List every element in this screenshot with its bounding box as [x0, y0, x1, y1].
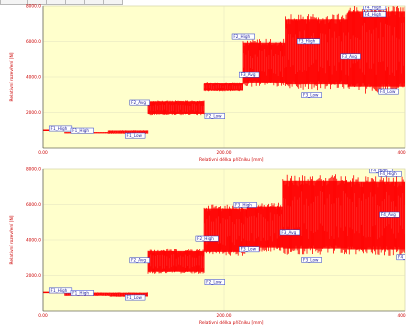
y-tick-label: 4000.0: [26, 75, 41, 81]
annotation-label: F4_High: [365, 12, 382, 17]
annotation-layer: F1_High F1_High F1_Low F2_Avg F2_Low F2_High F…: [48, 5, 399, 139]
annotation-label: F3_High: [235, 202, 252, 207]
series-line: [203, 82, 243, 92]
annotation-box: [231, 33, 255, 40]
annotation-box: [379, 211, 400, 218]
series-texture: [204, 84, 242, 90]
annotation-label: F1_Low: [127, 133, 143, 138]
x-tick-label: 400.00: [397, 150, 406, 156]
toolbar-tab[interactable]: [103, 0, 123, 5]
series-texture: [347, 191, 405, 240]
annotation-box: [125, 294, 146, 301]
annotation-label: F4_High: [371, 168, 388, 173]
data-series: [43, 174, 405, 297]
y-tick-label: 2000.0: [26, 273, 41, 279]
y-axis-title: Relativní rozevření [N]: [8, 52, 15, 101]
y-tick-label: 2000.0: [26, 110, 41, 116]
annotation-box: [340, 53, 361, 60]
chart-panel: F1_High F1_High F1_Low F2_Avg F2_Low F2_High F…: [8, 167, 406, 326]
annotation-label: F4_Low: [380, 89, 396, 94]
chart-panel: F1_High F1_High F1_Low F2_Avg F2_Low F2_High F…: [8, 4, 406, 164]
series-texture: [110, 293, 148, 296]
annotation-label: F1_High: [72, 128, 89, 133]
annotation-box: [396, 254, 405, 261]
annotation-label: F3_Avg: [281, 230, 296, 235]
x-axis-title: Relativní délka příčníku [mm]: [199, 319, 264, 326]
x-tick-label: 0.00: [38, 313, 48, 319]
annotation-label: F4_Avg: [381, 212, 396, 217]
y-tick-label: 6000.0: [26, 202, 41, 208]
series-line: [282, 174, 347, 255]
annotation-label: F2_Avg: [131, 100, 146, 105]
annotation-label: F3_Low: [303, 257, 319, 262]
annotation-box: [363, 6, 387, 11]
annotation-box: [204, 113, 225, 119]
y-axis-title: Relativní rozevření [N]: [8, 215, 15, 264]
series-texture: [243, 49, 286, 77]
annotation-label: F1_High: [51, 288, 68, 293]
annotation-label: F3_Low: [241, 247, 257, 252]
annotation-label: F2_Avg: [131, 258, 146, 263]
annotation-box: [233, 202, 257, 208]
annotation-box: [129, 99, 150, 106]
annotation-label: F1_Low: [127, 295, 143, 300]
series-texture: [283, 190, 346, 239]
annotation-box: [301, 257, 322, 263]
series-line: [242, 38, 286, 87]
series-texture: [148, 103, 204, 113]
annotation-layer: F1_High F1_High F1_Low F2_Avg F2_Low F2_High F…: [48, 168, 406, 301]
series-texture: [204, 215, 247, 246]
series-line: [107, 130, 149, 134]
annotation-label: F3_Avg: [342, 54, 357, 59]
series-band: [246, 206, 283, 248]
annotation-box: [378, 170, 402, 177]
annotation-box: [239, 71, 260, 78]
x-tick-label: 200.00: [216, 313, 231, 319]
series-texture: [247, 212, 282, 242]
series-line: [285, 13, 348, 91]
annotation-box: [296, 38, 321, 45]
window-toolbar: [0, 0, 406, 5]
annotation-box: [204, 279, 225, 285]
x-tick-label: 400.00: [397, 313, 406, 319]
annotation-label: F4_Low: [398, 255, 406, 260]
annotation-label: F2_High: [197, 236, 214, 241]
annotation-box: [195, 235, 219, 242]
annotation-label: F2_Low: [206, 279, 222, 284]
annotation-label: F2_Low: [206, 113, 222, 118]
series-line: [347, 6, 405, 94]
series-texture: [108, 131, 148, 133]
x-axis-title: Relativní délka příčníku [mm]: [199, 156, 264, 163]
y-tick-label: 6000.0: [26, 39, 41, 45]
x-tick-label: 0.00: [38, 150, 48, 156]
x-tick-label: 200.00: [216, 150, 231, 156]
annotation-box: [70, 290, 94, 296]
annotation-label: F1_High: [51, 126, 68, 131]
annotation-box: [129, 257, 150, 264]
annotation-label: F3_Avg: [241, 72, 256, 77]
annotation-box: [239, 246, 260, 253]
annotation-label: F1_High: [72, 290, 89, 295]
annotation-label: F4_High: [365, 5, 382, 10]
annotation-label: F3_High: [299, 39, 316, 44]
y-tick-label: 8000.0: [26, 4, 41, 10]
annotation-box: [279, 229, 301, 236]
annotation-label: F2_High: [233, 34, 250, 39]
annotation-box: [363, 11, 387, 18]
y-tick-label: 8000.0: [26, 167, 41, 173]
annotation-box: [70, 127, 94, 134]
annotation-box: [125, 132, 146, 139]
y-tick-label: 4000.0: [26, 238, 41, 244]
annotation-label: F3_Low: [303, 93, 319, 98]
annotation-label: F4_High: [380, 171, 397, 176]
annotation-box: [378, 88, 399, 95]
annotation-box: [301, 92, 322, 98]
